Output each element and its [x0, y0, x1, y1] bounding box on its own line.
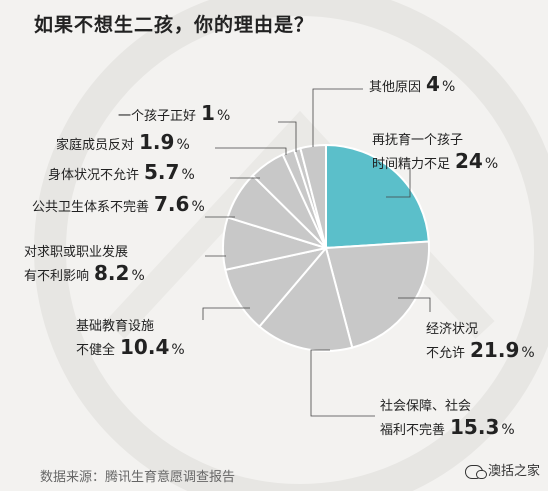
slice-label-8: 一个孩子正好 1% — [118, 101, 230, 125]
slice-label-0: 再抚育一个孩子时间精力不足 24% — [372, 132, 498, 173]
slice-value-6: 5.7 — [144, 160, 179, 184]
slice-label-2: 社会保障、社会福利不完善 15.3% — [380, 398, 515, 439]
slice-label-7: 家庭成员反对 1.9% — [56, 130, 190, 154]
slice-value-1: 21.9 — [470, 338, 519, 362]
slice-label-4: 对求职或职业发展有不利影响 8.2% — [24, 244, 145, 285]
page-title: 如果不想生二孩，你的理由是？ — [34, 14, 315, 36]
slice-value-8: 1 — [201, 101, 215, 125]
slice-label-3: 基础教育设施不健全 10.4% — [76, 318, 185, 359]
data-source: 数据来源：腾讯生育意愿调查报告 — [40, 470, 236, 485]
chat-bubble-icon — [464, 464, 487, 479]
leader-line-1 — [398, 297, 431, 312]
leader-line-0 — [386, 168, 411, 198]
slice-label-9: 其他原因 4% — [369, 72, 455, 96]
slice-label-6: 身体状况不允许 5.7% — [48, 160, 195, 184]
pie-slice-2 — [257, 245, 354, 352]
pie-slice-0 — [325, 143, 430, 250]
slice-value-3: 10.4 — [120, 335, 169, 359]
leader-line-2 — [310, 349, 375, 417]
slice-value-5: 7.6 — [154, 192, 189, 216]
slice-label-5: 公共卫生体系不完善 7.6% — [32, 192, 205, 216]
watermark: 澳括之家 — [464, 460, 540, 479]
slice-value-7: 1.9 — [139, 130, 174, 154]
watermark-text: 澳括之家 — [487, 464, 540, 479]
leader-line-3 — [202, 307, 250, 320]
slice-label-1: 经济状况不允许 21.9% — [426, 322, 535, 362]
leader-line-8 — [278, 121, 297, 152]
slice-value-0: 24 — [455, 149, 483, 173]
slice-value-4: 8.2 — [94, 261, 129, 285]
leader-line-9 — [312, 88, 363, 147]
leader-line-7 — [215, 147, 287, 155]
slice-value-9: 4 — [426, 72, 440, 96]
pie-slice-1 — [324, 240, 430, 349]
slice-value-2: 15.3 — [450, 415, 499, 439]
